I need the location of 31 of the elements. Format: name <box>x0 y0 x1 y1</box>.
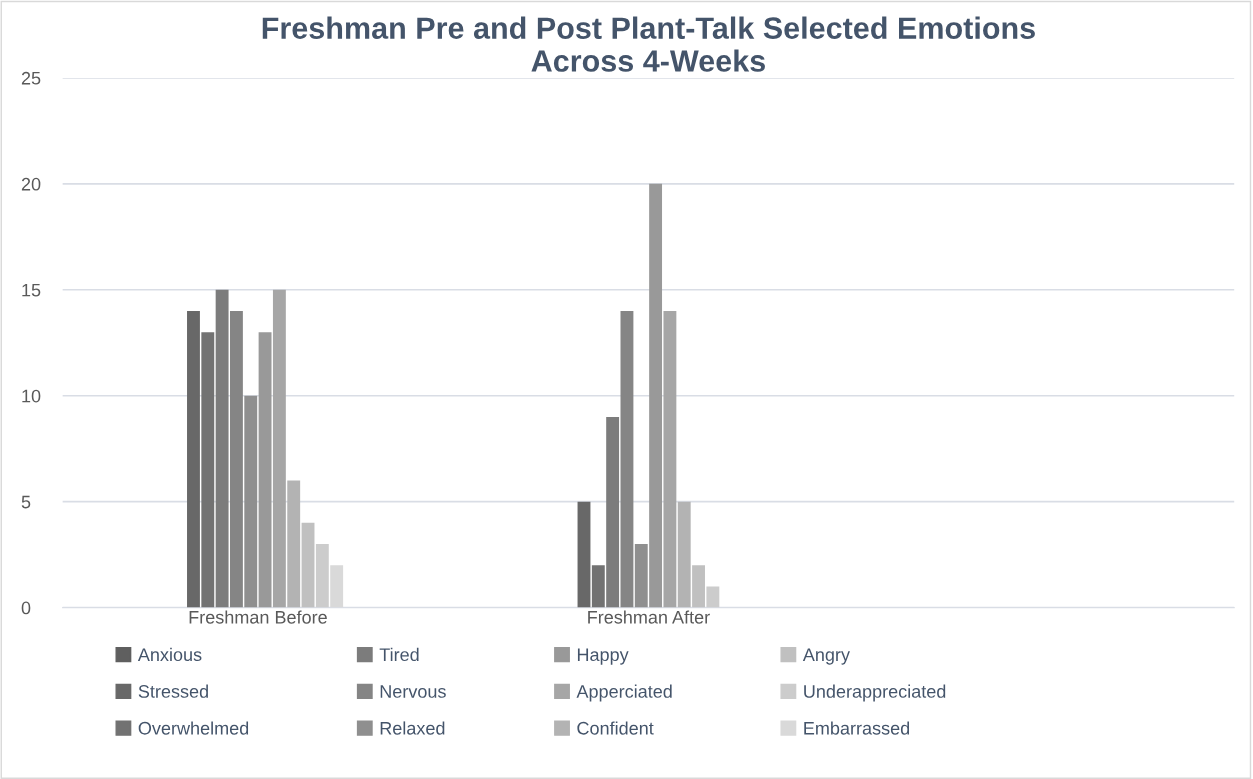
y-tick-label: 25 <box>21 71 41 85</box>
legend-label: Apperciated <box>576 684 672 702</box>
bar <box>330 565 344 608</box>
legend-label: Embarrassed <box>804 721 910 735</box>
bar <box>677 501 691 608</box>
legend-label: Overwhelmed <box>138 721 249 735</box>
legend-label: Nervous <box>380 685 446 698</box>
legend-label: Tired <box>379 647 419 662</box>
bar <box>577 501 591 608</box>
y-tick-label: 15 <box>22 283 41 297</box>
bar <box>315 544 329 608</box>
legend-label: Happy <box>577 648 629 665</box>
y-tick-label: 20 <box>21 177 41 191</box>
y-tick-label: 0 <box>21 601 31 615</box>
legend-label: Confident <box>577 721 654 735</box>
x-tick-label: Freshman Before <box>189 610 327 624</box>
y-tick-label: 10 <box>22 389 41 403</box>
y-tick-label: 5 <box>21 495 31 509</box>
bar <box>301 522 315 608</box>
legend-label: Stressed <box>138 684 208 698</box>
bar <box>663 310 677 608</box>
x-tick-label: Freshman After <box>588 610 710 624</box>
legend-label: Anxious <box>137 647 202 662</box>
bar <box>287 480 301 608</box>
chart-title: Freshman Pre and Post Plant-Talk Selected Emotions Across 4-Weeks <box>262 16 1035 72</box>
bar <box>620 310 634 608</box>
legend-label: Underappreciated <box>804 684 946 702</box>
legend-label: Relaxed <box>380 721 445 735</box>
legend-label: Angry <box>802 648 850 665</box>
bar <box>272 289 286 608</box>
bar <box>258 332 272 608</box>
